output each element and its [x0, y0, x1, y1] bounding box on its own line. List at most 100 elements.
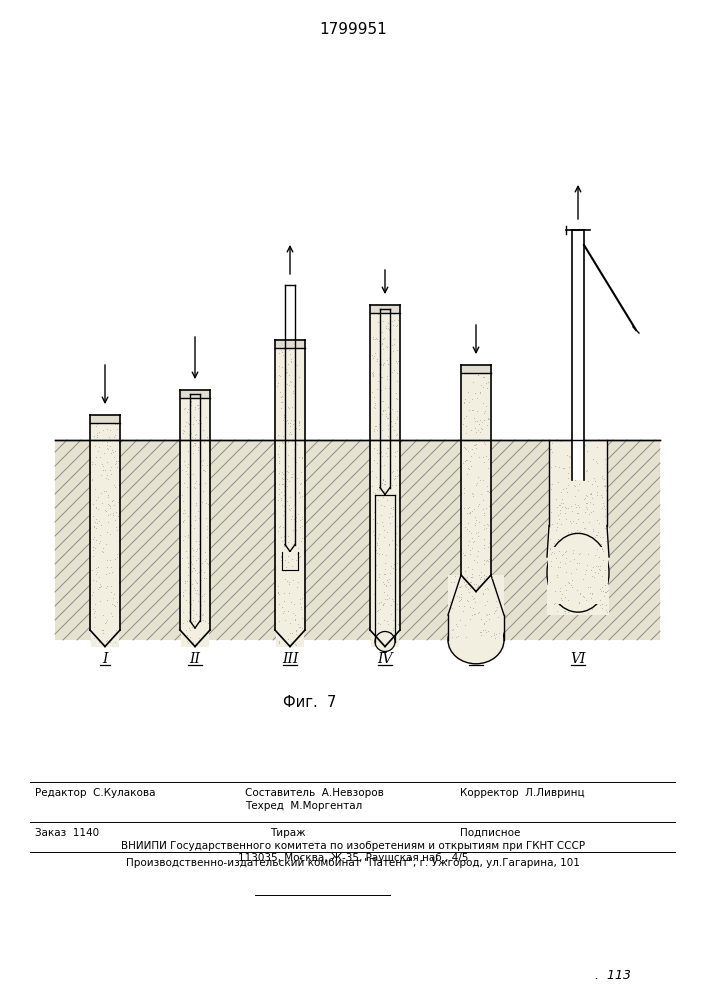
Point — [87, 531, 98, 547]
Point — [582, 562, 593, 578]
Point — [292, 506, 303, 522]
Point — [480, 611, 491, 627]
Point — [274, 358, 285, 374]
Point — [378, 341, 389, 357]
Point — [177, 615, 189, 631]
Text: Тираж: Тираж — [270, 828, 305, 838]
Point — [547, 556, 558, 572]
Point — [387, 620, 399, 636]
Point — [570, 542, 581, 558]
Point — [471, 525, 482, 541]
Point — [468, 437, 479, 453]
Point — [470, 512, 481, 528]
Point — [380, 561, 391, 577]
Point — [563, 500, 574, 516]
Point — [460, 575, 472, 591]
Point — [462, 384, 474, 400]
Point — [387, 547, 399, 563]
Point — [199, 586, 210, 602]
Point — [494, 626, 506, 642]
Point — [390, 536, 402, 552]
Point — [569, 567, 580, 583]
Point — [294, 369, 305, 385]
Point — [586, 533, 597, 549]
Point — [458, 410, 469, 426]
Point — [380, 406, 392, 422]
Point — [471, 477, 482, 493]
Point — [392, 601, 403, 617]
Point — [553, 474, 564, 490]
Point — [376, 324, 387, 340]
Point — [101, 559, 112, 575]
Point — [380, 473, 391, 489]
Point — [562, 551, 573, 567]
Point — [573, 595, 584, 611]
Point — [600, 597, 612, 613]
Point — [453, 589, 464, 605]
Point — [467, 441, 478, 457]
Point — [575, 577, 586, 593]
Point — [575, 433, 586, 449]
Point — [588, 503, 599, 519]
Point — [453, 623, 464, 639]
Point — [587, 585, 598, 601]
Point — [108, 477, 119, 493]
Point — [493, 630, 505, 646]
Point — [385, 505, 396, 521]
Point — [469, 601, 481, 617]
Point — [377, 489, 388, 505]
Point — [184, 389, 195, 405]
Point — [570, 525, 581, 541]
Bar — [91, 417, 119, 647]
Point — [199, 544, 210, 560]
Point — [368, 423, 380, 439]
Point — [545, 481, 556, 497]
Point — [295, 619, 306, 635]
Point — [466, 574, 477, 590]
Point — [585, 585, 596, 601]
Point — [375, 379, 386, 395]
Point — [585, 562, 597, 578]
Point — [481, 500, 492, 516]
Point — [277, 561, 288, 577]
Point — [383, 571, 395, 587]
Point — [279, 407, 290, 423]
Point — [474, 385, 485, 401]
Point — [192, 415, 203, 431]
Point — [555, 433, 566, 449]
Point — [455, 640, 467, 656]
Bar — [549, 440, 607, 526]
Point — [482, 411, 493, 427]
Point — [97, 540, 108, 556]
Point — [561, 480, 572, 496]
Point — [109, 598, 120, 614]
Point — [391, 426, 402, 442]
Point — [293, 415, 305, 431]
Point — [185, 425, 197, 441]
Point — [461, 629, 472, 645]
Point — [472, 605, 484, 621]
Point — [595, 558, 606, 574]
Point — [580, 579, 592, 595]
Point — [462, 443, 474, 459]
Point — [286, 374, 297, 390]
Point — [369, 418, 380, 434]
Point — [378, 584, 390, 600]
Point — [367, 478, 378, 494]
Point — [378, 355, 390, 371]
Point — [184, 585, 195, 601]
Point — [295, 591, 306, 607]
Point — [187, 602, 199, 618]
Point — [460, 453, 471, 469]
Point — [600, 520, 611, 536]
Point — [447, 629, 458, 645]
Point — [474, 514, 485, 530]
Point — [491, 599, 503, 615]
Point — [199, 463, 211, 479]
Point — [471, 440, 482, 456]
Point — [381, 352, 392, 368]
Point — [282, 434, 293, 450]
Point — [453, 579, 464, 595]
Point — [281, 365, 292, 381]
Point — [387, 573, 398, 589]
